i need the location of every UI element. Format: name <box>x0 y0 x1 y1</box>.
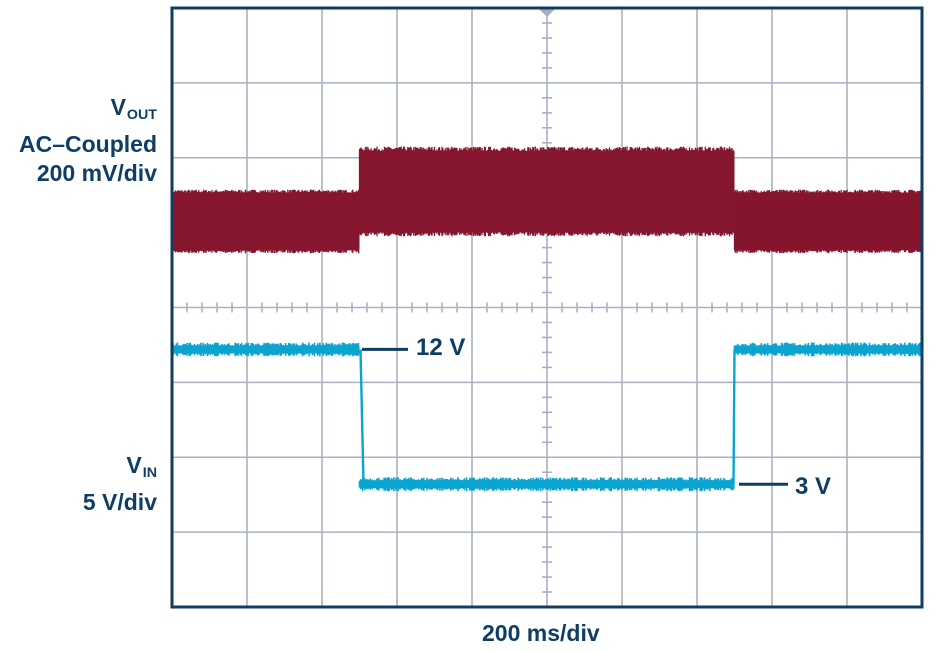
vin-rising-edge <box>732 349 736 485</box>
vout-band <box>359 151 735 231</box>
annotation-3v: 3 V <box>795 473 832 500</box>
time-base-label: 200 ms/div <box>482 620 600 646</box>
vout-channel-label: VOUT AC–Coupled 200 mV/div <box>19 93 157 188</box>
grid <box>172 8 922 607</box>
vout-coupling-label: AC–Coupled <box>19 130 157 157</box>
traces <box>171 146 923 492</box>
vout-scale-label: 200 mV/div <box>36 159 157 186</box>
annotation-12v: 12 V <box>416 334 466 361</box>
vin-falling-edge <box>359 349 365 485</box>
vout-band <box>172 193 360 250</box>
vin-level <box>172 345 360 354</box>
vout-label-name: VOUT <box>110 94 157 123</box>
vin-level <box>738 345 922 354</box>
vout-band <box>734 193 922 250</box>
trigger-marker <box>539 9 555 17</box>
vin-channel-label: VIN 5 V/div <box>83 451 157 517</box>
plot-frame <box>170 6 924 609</box>
vin-label-name: VIN <box>126 452 157 481</box>
vin-scale-label: 5 V/div <box>82 488 157 515</box>
annotations <box>362 347 788 486</box>
vin-level <box>363 480 735 489</box>
